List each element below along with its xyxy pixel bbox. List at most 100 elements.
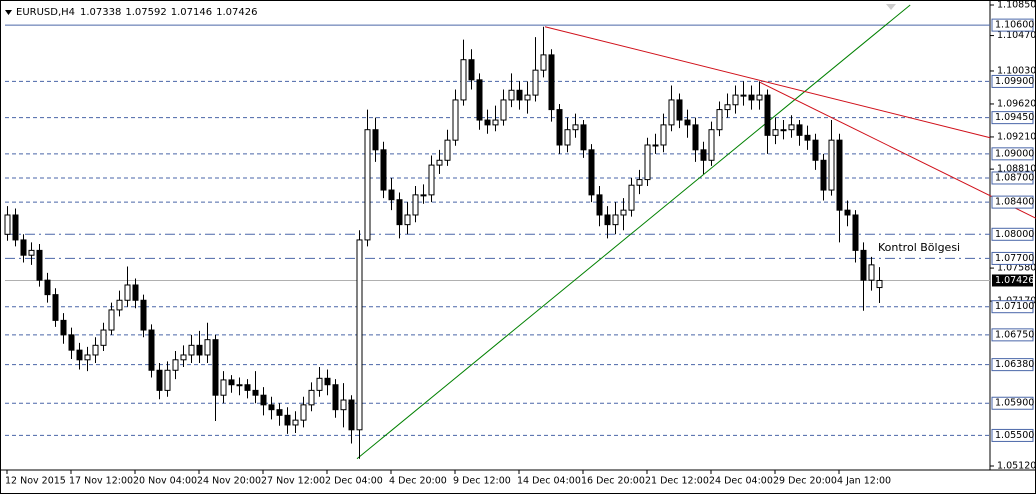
x-tick-label: 24 Dec 04:00: [709, 476, 773, 487]
candle-body: [452, 99, 459, 141]
y-tick-label: 1.09620: [997, 98, 1036, 109]
level-label-box: [991, 195, 1034, 209]
candle-body: [132, 284, 139, 301]
candle-body: [852, 214, 859, 251]
candle-body: [828, 139, 835, 191]
x-tick-label: 17 Nov 12:00: [69, 476, 133, 487]
low: 1.07146: [171, 7, 212, 18]
candle-body: [276, 409, 283, 416]
open: 1.07338: [80, 7, 121, 18]
menu-arrow[interactable]: [5, 10, 12, 15]
candle-body: [204, 339, 211, 356]
candle-body: [484, 119, 491, 126]
candle-body: [252, 389, 259, 396]
candle-body: [68, 334, 75, 351]
candle-body: [212, 339, 219, 396]
level-label-box: [991, 74, 1034, 88]
candle-body: [236, 384, 243, 387]
trendline: [544, 26, 991, 139]
level-label: 1.07100: [995, 301, 1034, 312]
candle-body: [124, 284, 131, 301]
candle-body: [532, 69, 539, 96]
level-label-box: [991, 18, 1034, 32]
candle-body: [572, 124, 579, 131]
candle-body: [876, 279, 883, 289]
candle-body: [380, 149, 387, 191]
candle-body: [412, 194, 419, 216]
candle-body: [564, 129, 571, 146]
x-tick-label: 12 Nov 2015: [5, 476, 66, 487]
y-tick-label: 1.07580: [997, 263, 1036, 274]
candle-body: [244, 384, 251, 391]
level-label-box: [991, 251, 1034, 265]
candle-body: [756, 94, 763, 101]
candle-body: [668, 99, 675, 126]
x-tick-label: 14 Dec 04:00: [517, 476, 581, 487]
candle-body: [644, 144, 651, 181]
candle-body: [604, 214, 611, 226]
candle-body: [12, 214, 19, 241]
candle-body: [500, 99, 507, 121]
level-label-box: [991, 328, 1034, 342]
y-tick-label: 1.10850: [997, 0, 1036, 11]
high: 1.07592: [125, 7, 166, 18]
candle-body: [60, 319, 67, 336]
candle-body: [780, 129, 787, 132]
y-tick-label: 1.10470: [997, 30, 1036, 41]
symbol: EURUSD,H4: [16, 7, 75, 18]
candle-body: [268, 404, 275, 411]
candle-body: [220, 379, 227, 396]
candle-body: [196, 344, 203, 356]
candle-body: [4, 214, 11, 235]
candle-body: [420, 194, 427, 197]
x-tick-label: 9 Dec 12:00: [453, 476, 511, 487]
candle-body: [684, 119, 691, 126]
level-label-box: [991, 171, 1034, 185]
x-tick-label: 4 Jan 12:00: [837, 476, 891, 487]
candle-body: [52, 294, 59, 321]
candles: [4, 26, 883, 459]
candle-body: [660, 124, 667, 146]
candle-body: [748, 94, 755, 101]
header: EURUSD,H4 1.07338 1.07592 1.07146 1.07426: [16, 7, 257, 18]
candle-body: [364, 129, 371, 241]
candle-body: [436, 159, 443, 166]
candle-body: [332, 384, 339, 411]
trendline: [759, 81, 1036, 219]
candle-body: [524, 94, 531, 101]
candle-body: [308, 389, 315, 406]
level-label: 1.05900: [995, 398, 1034, 409]
candle-body: [596, 194, 603, 216]
candle-body: [396, 199, 403, 226]
level-label: 1.08700: [995, 172, 1034, 183]
candle-body: [700, 149, 707, 161]
candle-body: [652, 144, 659, 147]
candle-body: [228, 379, 235, 386]
current-price-label: 1.07426: [995, 275, 1034, 286]
candle-body: [188, 344, 195, 356]
x-tick-label: 21 Dec 12:00: [645, 476, 709, 487]
candle-body: [812, 139, 819, 161]
candle-body: [180, 354, 187, 361]
candle-body: [140, 299, 147, 331]
level-label-box: [991, 396, 1034, 410]
trendlines: [356, 4, 1036, 460]
candle-body: [580, 124, 587, 151]
candle-body: [428, 164, 435, 196]
x-tick-label: 27 Nov 12:00: [261, 476, 325, 487]
level-label-box: [991, 227, 1034, 241]
candle-body: [316, 377, 323, 391]
current-price-box: [992, 274, 1033, 287]
candle-body: [460, 59, 467, 101]
candle-body: [148, 329, 155, 371]
close: 1.07426: [216, 7, 257, 18]
candle-body: [172, 359, 179, 371]
level-label-box: [991, 300, 1034, 314]
level-label: 1.08400: [995, 197, 1034, 208]
y-tick-label: 1.05120: [997, 461, 1036, 472]
candle-body: [356, 239, 363, 431]
candle-body: [860, 249, 867, 281]
candle-body: [740, 94, 747, 97]
candle-body: [404, 214, 411, 226]
